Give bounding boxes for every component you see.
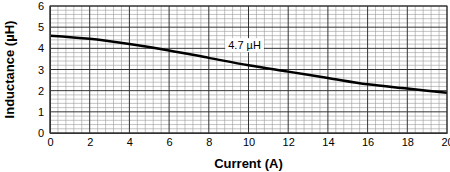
grid-line [50,69,447,70]
tick: 16 [362,133,374,148]
plot-background [50,6,447,133]
tick: 2 [38,85,50,97]
tick-label: 5 [38,21,44,33]
tick: 6 [38,0,50,12]
tick: 0 [38,127,50,139]
axis-line [50,7,51,134]
tick-label: 18 [402,136,414,148]
tick: 10 [243,133,255,148]
tick-label: 10 [243,136,255,148]
tick: 4 [38,42,50,54]
tick-label: 0 [38,127,44,139]
frame [50,6,447,133]
grid-line [50,27,447,28]
tick-label: 4 [127,136,133,148]
y-axis: 0 1 2 3 4 5 6 [38,0,51,139]
tick-label: 1 [38,106,44,118]
major-grid [50,6,447,133]
tick-label: 6 [167,136,173,148]
tick-label: 14 [322,136,334,148]
grid-line [50,90,447,91]
tick: 2 [87,133,93,148]
grid-line [50,111,447,112]
tick: 18 [402,133,414,148]
tick: 0 [47,133,53,148]
tick-label: 6 [38,0,44,12]
tick-label: 2 [38,85,44,97]
tick: 8 [206,133,212,148]
tick-label: 12 [283,136,295,148]
tick-label: 0 [47,136,53,148]
tick-label: 2 [87,136,93,148]
minor-grid [50,6,447,133]
tick: 3 [38,64,50,76]
tick: 6 [167,133,173,148]
tick-label: 8 [206,136,212,148]
tick: 5 [38,21,50,33]
tick: 20 [441,133,450,148]
tick-label: 4 [38,42,44,54]
axis-line [51,133,448,134]
tick: 12 [283,133,295,148]
tick-label: 16 [362,136,374,148]
curve [50,36,447,93]
chart: 0246810121416182001234564.7 µHCurrent (A… [0,0,450,172]
x-axis: 0 2 4 6 8 10 12 14 16 18 20 [47,133,450,148]
y-axis-title: Inductance (µH) [2,21,17,119]
tick: 14 [322,133,334,148]
tick-label: 20 [441,136,450,148]
tick-label: 3 [38,64,44,76]
tick: 4 [127,133,133,148]
tick: 1 [38,106,50,118]
plot: 0246810121416182001234564.7 µH [38,0,450,148]
x-axis-title: Current (A) [214,156,283,171]
annotation-box [225,38,264,52]
marks [50,36,447,93]
annotation: 4.7 µH [225,38,264,52]
annotation-text: 4.7 µH [228,39,261,51]
